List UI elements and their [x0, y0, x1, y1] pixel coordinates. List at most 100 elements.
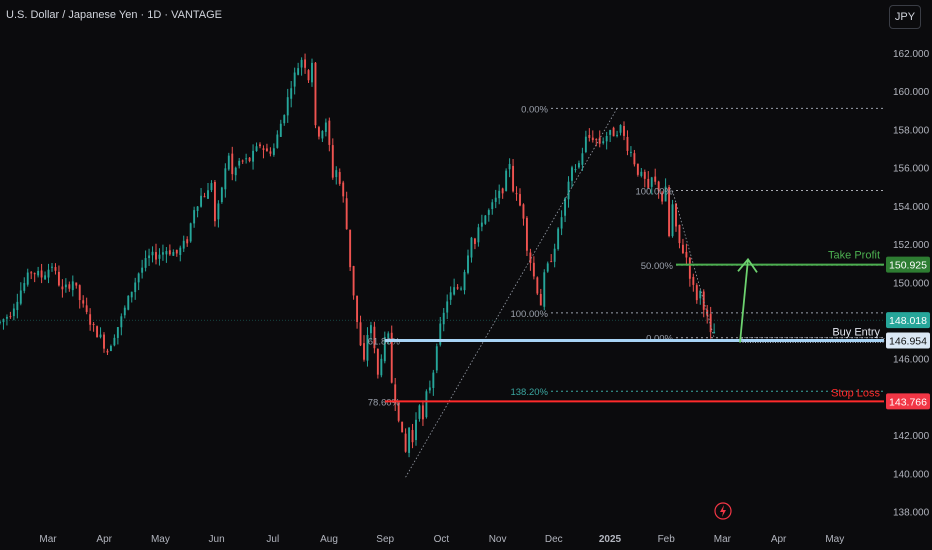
candle-body	[439, 323, 442, 345]
candle-body	[408, 427, 411, 453]
candle-body	[484, 215, 487, 224]
y-tick-label: 152.000	[893, 240, 930, 251]
candle-body	[609, 130, 612, 135]
buy-entry-hatch	[741, 336, 885, 343]
candle-body	[220, 187, 223, 203]
candle-body	[78, 285, 81, 301]
last-price-tag: 148.018	[889, 315, 927, 327]
candle-body	[2, 319, 5, 323]
candle-body	[245, 158, 248, 160]
candle-body	[189, 223, 192, 242]
projection-arrowhead	[737, 257, 758, 273]
candle-body	[304, 59, 307, 68]
candle-body	[85, 305, 88, 312]
candle-body	[442, 312, 445, 325]
candle-body	[515, 193, 518, 195]
candle-body	[508, 163, 511, 170]
candle-body	[428, 387, 431, 391]
candle-body	[685, 251, 688, 258]
candle-body	[363, 343, 365, 360]
candle-body	[553, 248, 556, 262]
candle-body	[130, 291, 133, 298]
candle-body	[519, 194, 521, 206]
candle-body	[411, 430, 414, 443]
candle-body	[453, 287, 456, 295]
candle-body	[643, 171, 646, 179]
candle-body	[633, 153, 636, 165]
candle-body	[141, 267, 144, 273]
y-tick-label: 142.000	[893, 431, 930, 442]
candle-body	[421, 405, 424, 420]
candle-body	[75, 282, 78, 286]
candle-body	[210, 183, 213, 191]
fib1-level-label: 100.00%	[510, 309, 548, 320]
y-tick-label: 162.000	[893, 49, 930, 60]
candle-body	[16, 301, 19, 311]
candle-body	[92, 323, 95, 325]
candle-body	[252, 150, 255, 162]
candle-body	[505, 170, 508, 192]
candle-body	[297, 68, 300, 75]
candle-body	[383, 336, 386, 362]
candle-body	[300, 59, 303, 68]
candle-body	[234, 167, 237, 176]
candle-body	[227, 155, 230, 170]
candle-body	[349, 229, 352, 268]
candle-body	[501, 188, 504, 194]
candle-body	[598, 137, 601, 144]
candle-body	[238, 160, 241, 166]
lightning-icon[interactable]	[714, 502, 732, 520]
candle-body	[19, 290, 22, 304]
candle-body	[536, 277, 539, 294]
x-tick-label: May	[825, 534, 844, 545]
candle-body	[33, 273, 36, 275]
candle-body	[193, 210, 196, 224]
candle-body	[713, 331, 716, 334]
candle-body	[664, 186, 667, 202]
candle-body	[425, 391, 428, 418]
take-profit-label: Take Profit	[828, 250, 880, 262]
candle-body	[640, 171, 643, 176]
candle-body	[702, 291, 705, 310]
candle-body	[148, 255, 151, 259]
y-tick-label: 138.000	[893, 508, 930, 519]
candle-body	[175, 249, 178, 254]
candle-body	[612, 127, 615, 137]
candle-body	[616, 134, 619, 136]
candle-body	[103, 334, 105, 349]
candle-body	[460, 288, 463, 290]
candle-body	[675, 203, 677, 227]
candle-body	[380, 358, 383, 376]
candle-body	[546, 263, 549, 272]
candle-body	[279, 123, 282, 137]
candle-body	[57, 271, 60, 286]
candle-body	[155, 252, 157, 260]
candle-body	[5, 316, 8, 319]
x-tick-label: Oct	[434, 534, 450, 545]
candle-body	[477, 227, 480, 243]
x-tick-label: Aug	[320, 534, 338, 545]
candle-body	[487, 210, 490, 215]
candle-body	[681, 244, 684, 254]
candle-body	[338, 172, 341, 184]
candle-body	[144, 258, 147, 268]
candle-body	[345, 198, 348, 230]
take-profit-price-tag: 150.925	[889, 260, 927, 272]
x-tick-label: Nov	[489, 534, 507, 545]
candle-body	[272, 148, 275, 155]
candle-body	[560, 217, 563, 229]
candle-body	[678, 224, 681, 244]
candle-body	[397, 402, 400, 421]
candle-body	[352, 266, 355, 296]
candle-body	[394, 384, 397, 404]
currency-button[interactable]: JPY	[889, 5, 921, 29]
candle-body	[564, 198, 567, 216]
candle-body	[657, 181, 660, 192]
candle-body	[9, 316, 12, 318]
candle-body	[525, 217, 528, 251]
candle-body	[127, 295, 130, 310]
candle-body	[203, 196, 206, 198]
candle-body	[626, 136, 629, 151]
candle-body	[532, 262, 535, 277]
